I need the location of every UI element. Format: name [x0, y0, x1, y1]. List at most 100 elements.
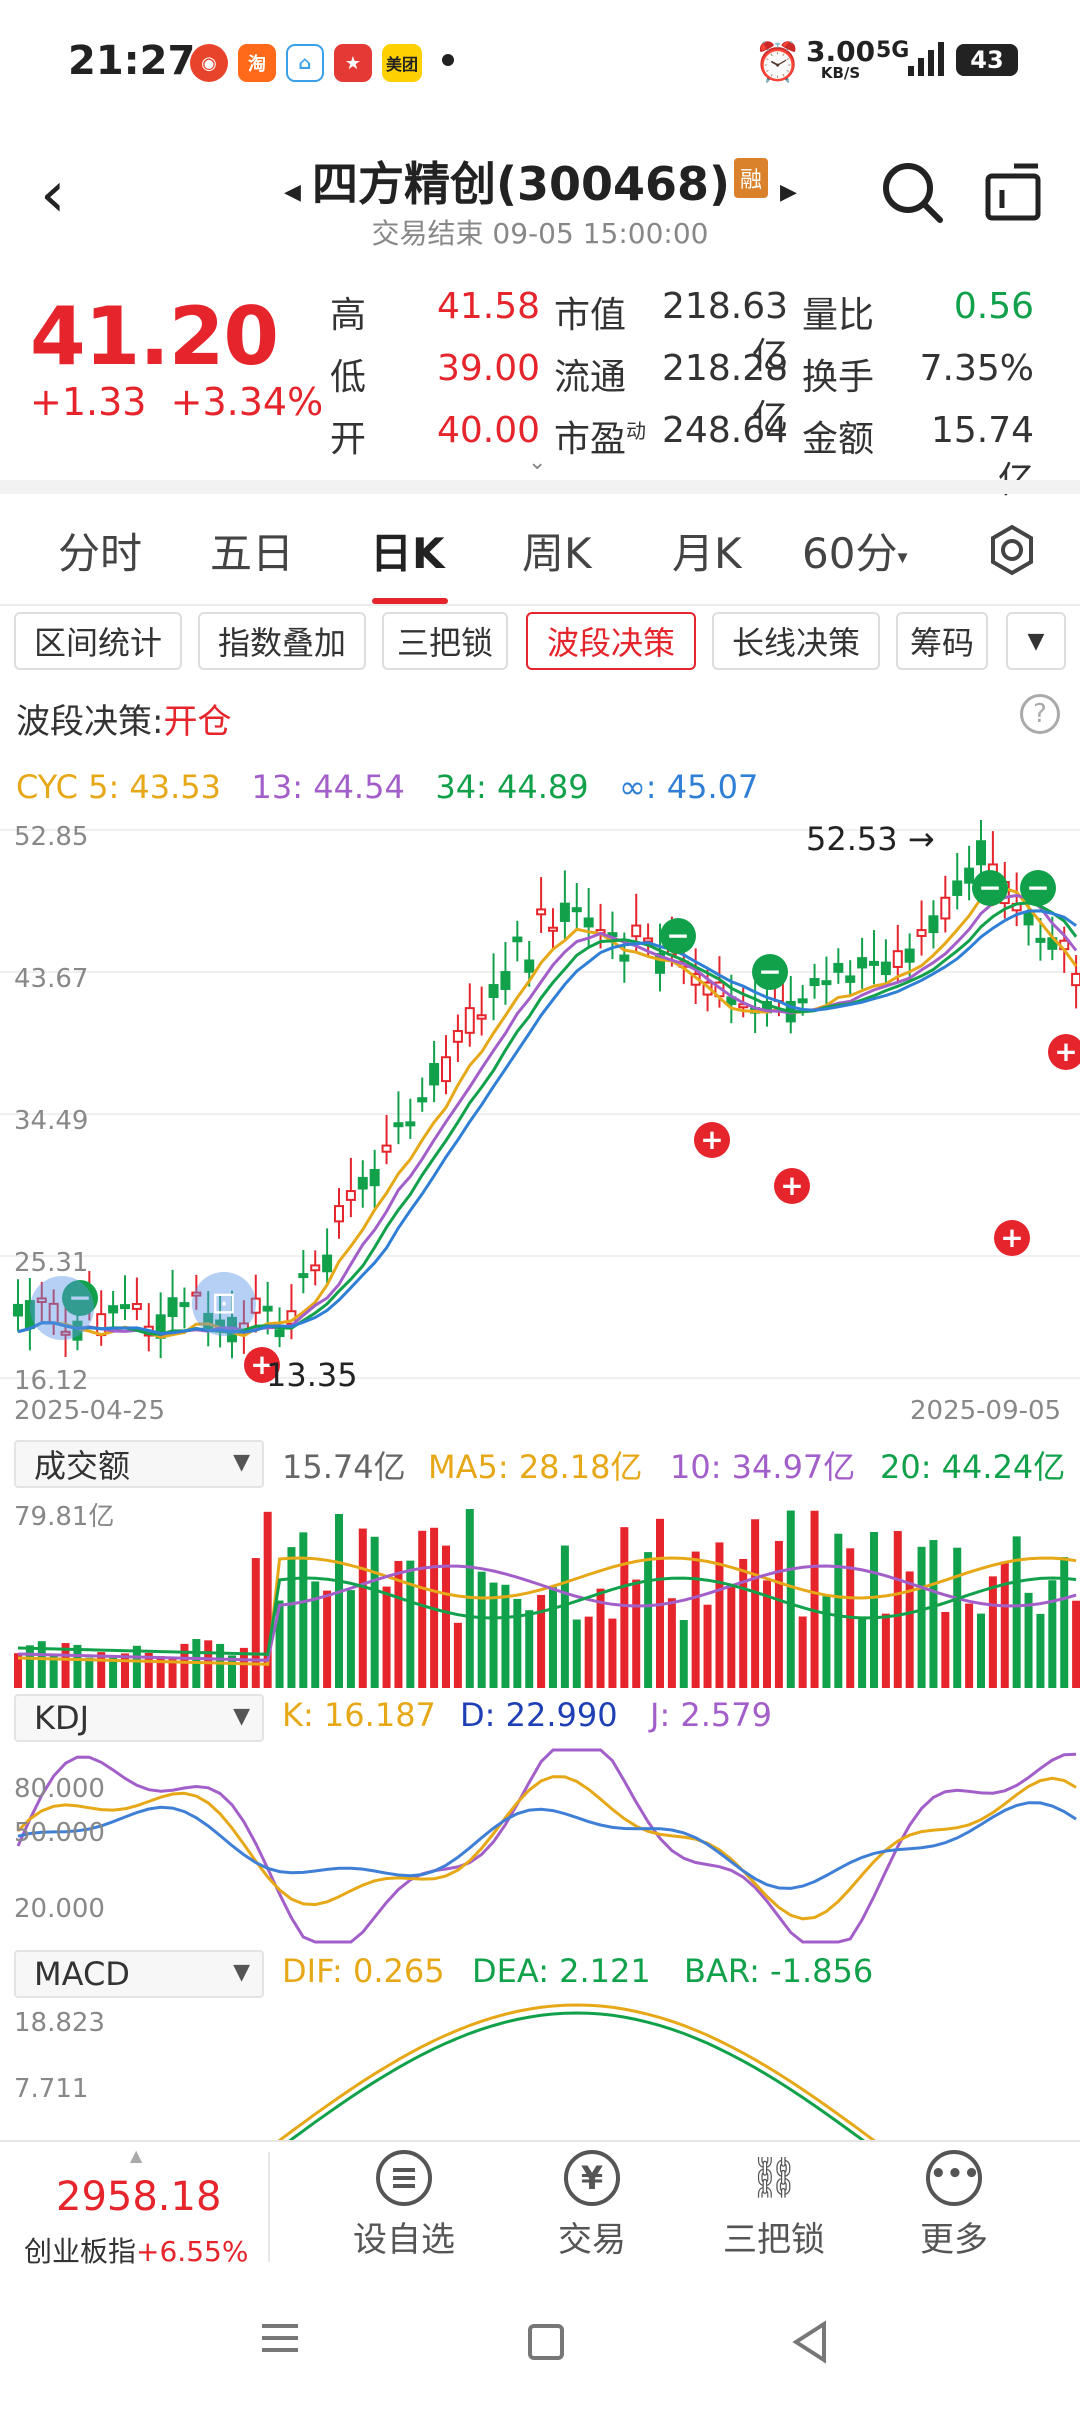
more-button[interactable]: ••• 更多 [884, 2150, 1024, 2261]
cyc-line [17, 886, 1078, 1339]
tab-monthly-k[interactable]: 月K [672, 529, 742, 578]
candle-body [108, 1305, 119, 1314]
chip-index-overlay[interactable]: 指数叠加 [198, 612, 366, 670]
prev-stock-arrow[interactable]: ◀ [284, 180, 301, 205]
volume-bar [132, 1645, 141, 1688]
chip-range-stats[interactable]: 区间统计 [14, 612, 182, 670]
candle-body [405, 1121, 416, 1127]
volume-bar [929, 1540, 938, 1688]
svg-text:−: − [68, 1281, 91, 1314]
volume-bar [275, 1600, 284, 1688]
expand-chevron-icon[interactable]: ⌄ [528, 450, 547, 475]
index-value[interactable]: 2958.18 [56, 2174, 222, 2220]
candle-body [334, 1205, 344, 1223]
stat-label-amount: 金额 [802, 419, 875, 460]
search-icon[interactable] [880, 160, 944, 224]
candle-body [464, 1007, 475, 1034]
overlay-share-icon[interactable]: ⊡ [192, 1272, 256, 1336]
volume-ma-line [17, 1564, 1077, 1662]
next-stock-arrow[interactable]: ▶ [780, 180, 797, 205]
expand-up-icon[interactable]: ▲ [130, 2146, 143, 2165]
candle-body [345, 1190, 356, 1201]
volume-bar [977, 1613, 985, 1688]
stat-value-pe: 248.64 [662, 410, 788, 451]
overlay-circle-icon[interactable] [30, 1276, 94, 1340]
kdj-selector[interactable]: KDJ ▼ [14, 1694, 264, 1742]
candle-body [857, 957, 868, 969]
chip-wave-decision[interactable]: 波段决策 [526, 612, 696, 670]
clock: 21:27 [68, 38, 196, 84]
chip-chips[interactable]: 筹码 [896, 612, 988, 670]
tab-weekly-k[interactable]: 周K [522, 529, 592, 578]
volume-bar [596, 1588, 605, 1688]
volume-bar [881, 1613, 890, 1688]
stat-label-high: 高 [330, 295, 367, 336]
volume-bar [667, 1598, 676, 1688]
back-button[interactable]: ‹ [40, 158, 66, 232]
volume-bar [156, 1656, 165, 1688]
volume-selector[interactable]: 成交额 ▼ [14, 1440, 264, 1488]
candle-body [524, 959, 535, 973]
taobao-icon: 淘 [238, 44, 276, 82]
volume-bar [442, 1545, 450, 1688]
candle-body [60, 1330, 71, 1336]
volume-bar [525, 1610, 534, 1688]
low-annotation: 13.35 [266, 1356, 358, 1394]
volume-chart[interactable] [0, 1488, 1080, 1688]
buy-signal-icon: + [244, 1347, 280, 1383]
buy-signal-icon: + [694, 1122, 730, 1158]
kdj-chart[interactable] [0, 1746, 1080, 1946]
recent-apps-icon[interactable] [262, 2324, 298, 2328]
volume-y-label: 79.81亿 [14, 1502, 115, 1532]
candle-body [821, 980, 832, 986]
volume-bar [893, 1531, 902, 1688]
stat-label-float: 流通 [554, 357, 627, 398]
tab-intraday[interactable]: 分时 [58, 529, 143, 578]
volume-bar [97, 1652, 106, 1688]
volume-bar [691, 1551, 700, 1688]
volume-bar [1072, 1600, 1080, 1688]
candle-body [452, 1030, 463, 1043]
kdj-line [16, 1775, 1077, 1921]
three-locks-button[interactable]: ⛓ 三把锁 [704, 2150, 844, 2261]
tab-five-day[interactable]: 五日 [210, 529, 295, 578]
home-button-icon[interactable] [528, 2324, 564, 2360]
tab-60min[interactable]: 60分▾ [802, 529, 908, 578]
back-nav-icon[interactable] [790, 2320, 830, 2364]
tab-daily-k[interactable]: 日K [370, 529, 445, 578]
candle-body [536, 908, 547, 916]
candle-body [1071, 972, 1080, 987]
volume-bar [25, 1645, 34, 1688]
kline-y-label: 16.12 [14, 1366, 89, 1396]
add-watchlist-button[interactable]: 设自选 [334, 2150, 474, 2261]
cyc-legend: CYC 5: 43.53 13: 44.54 34: 44.89 ∞: 45.0… [16, 768, 758, 806]
section-divider [0, 480, 1080, 494]
chip-three-locks[interactable]: 三把锁 [382, 612, 508, 670]
macd-y-label: 7.711 [14, 2074, 89, 2104]
chip-dropdown-icon[interactable]: ▼ [1006, 612, 1066, 670]
volume-bar [763, 1580, 771, 1688]
candle-body [512, 936, 523, 943]
volume-current: 15.74亿 [282, 1448, 406, 1486]
volume-bar [144, 1652, 153, 1688]
candle-body [250, 1297, 261, 1314]
current-price: 41.20 [30, 290, 279, 383]
svg-text:−: − [1026, 871, 1049, 904]
cyc13-value: 13: 44.54 [251, 768, 405, 806]
trade-button[interactable]: ¥ 交易 [522, 2150, 662, 2261]
macd-selector[interactable]: MACD ▼ [14, 1950, 264, 1998]
volume-bar [751, 1519, 760, 1688]
stat-label-low: 低 [330, 357, 367, 398]
chip-long-decision[interactable]: 长线决策 [712, 612, 880, 670]
volume-bar [346, 1590, 355, 1688]
share-icon[interactable] [984, 162, 1044, 222]
help-icon[interactable]: ? [1020, 694, 1060, 734]
cyc-line [17, 893, 1078, 1337]
stat-value-volratio: 0.56 [953, 286, 1034, 327]
index-ticker[interactable]: 创业板指+6.55% [24, 2235, 249, 2268]
settings-gear-icon[interactable] [986, 524, 1038, 576]
kdj-line [17, 1801, 1077, 1890]
macd-chart[interactable] [0, 2000, 1080, 2140]
kline-chart[interactable]: +++++−−−− − [0, 820, 1080, 1390]
volume-bar [239, 1647, 248, 1688]
